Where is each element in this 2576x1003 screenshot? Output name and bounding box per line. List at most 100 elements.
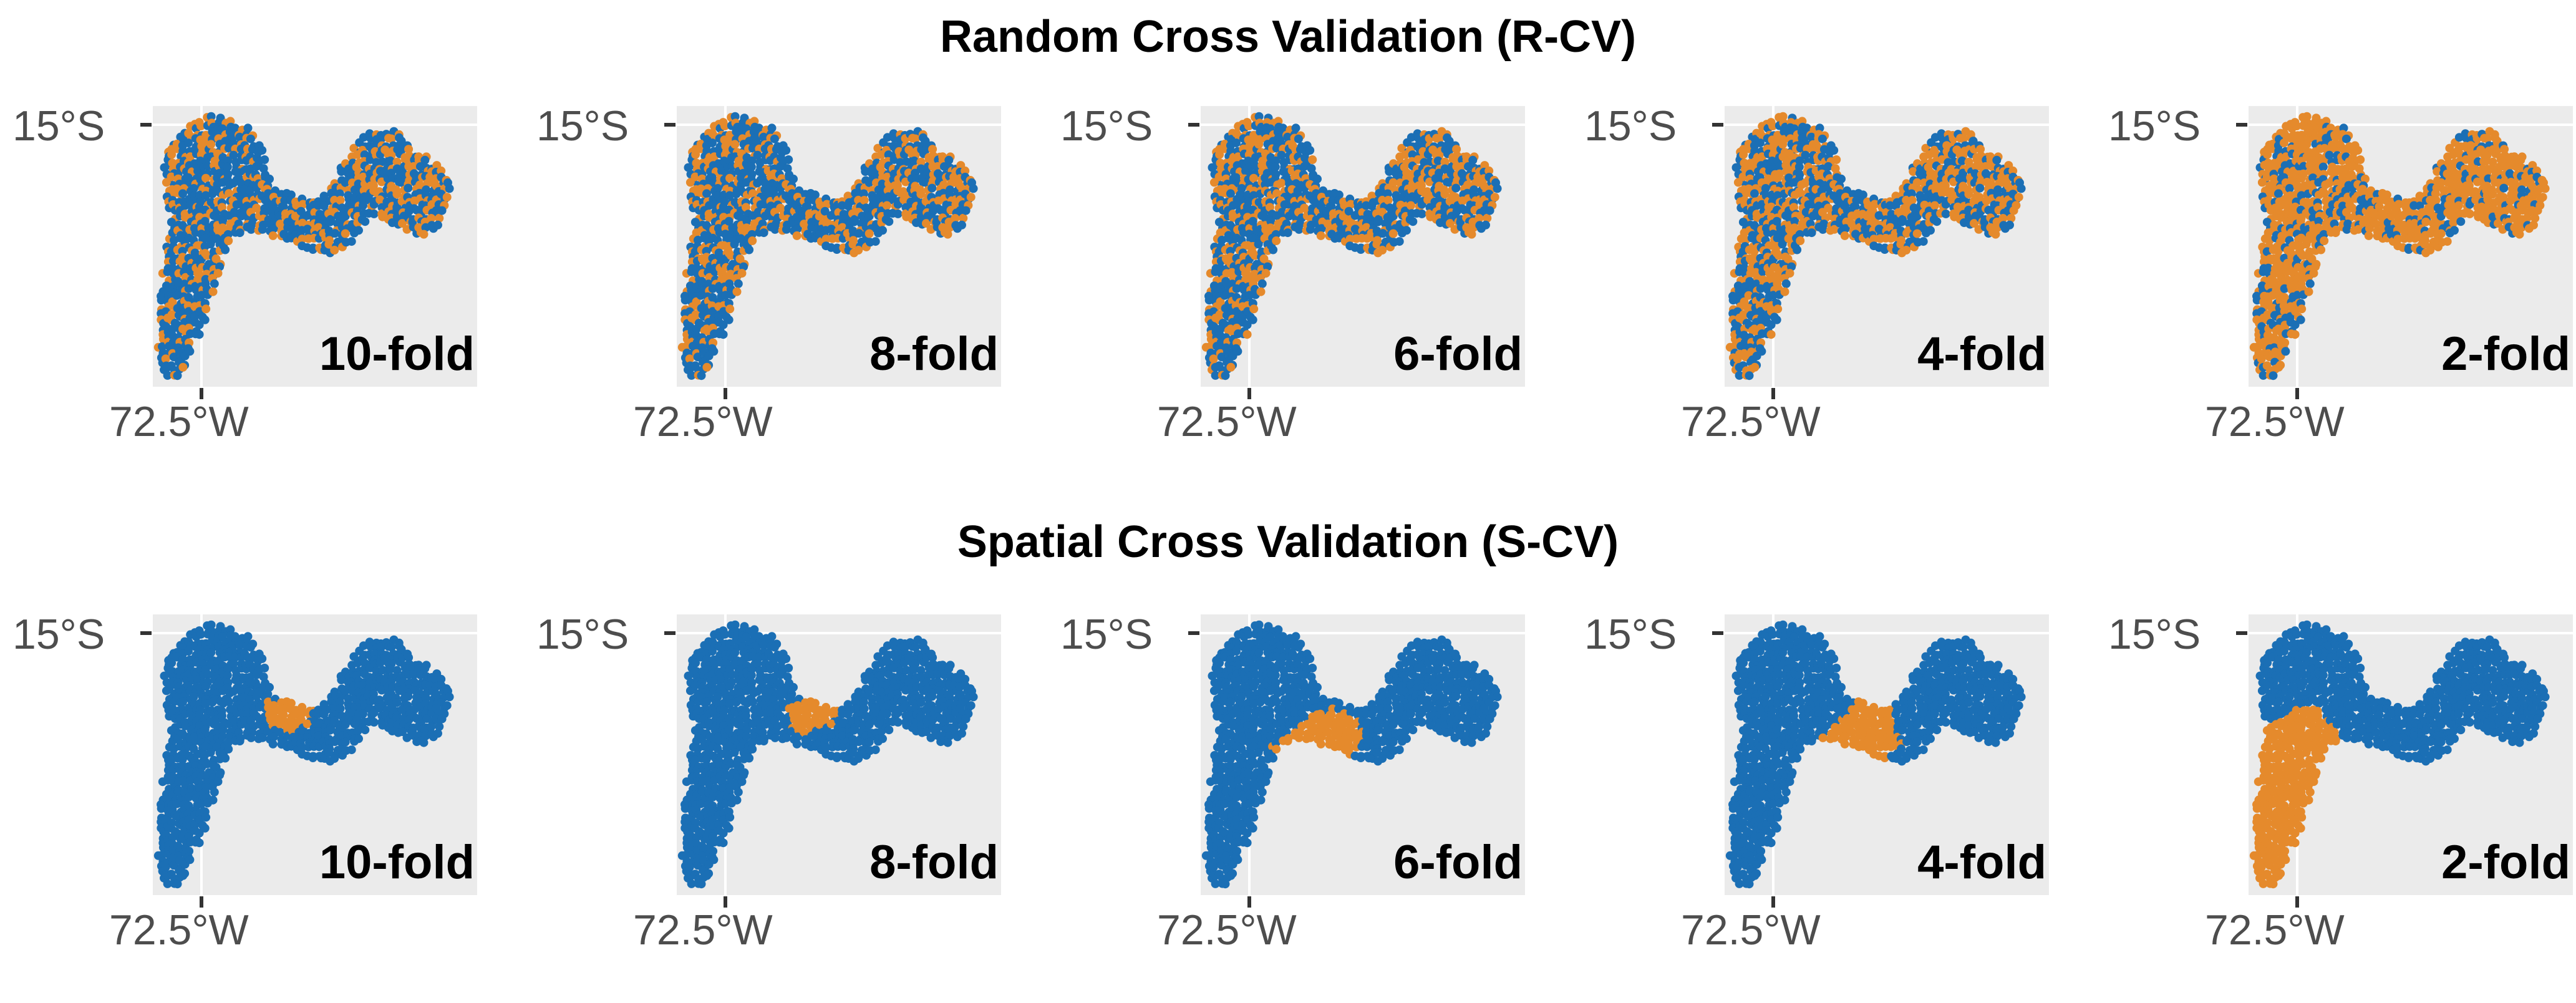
train-point	[1356, 245, 1365, 254]
train-point	[739, 262, 748, 271]
test-point	[201, 173, 210, 183]
train-point	[167, 681, 176, 690]
train-point	[724, 315, 734, 324]
test-point	[2444, 200, 2453, 210]
train-point	[1745, 371, 1754, 380]
train-point	[348, 200, 357, 210]
test-point	[404, 145, 414, 154]
train-point	[2297, 191, 2306, 200]
test-point	[899, 195, 909, 205]
train-point	[269, 224, 278, 233]
train-point	[709, 347, 719, 356]
map-plot-random-4-fold	[1725, 106, 2049, 387]
train-point	[776, 162, 785, 171]
fold-label: 6-fold	[1393, 327, 1523, 380]
test-point	[2375, 202, 2384, 211]
test-point	[427, 214, 436, 223]
test-point	[336, 196, 345, 205]
test-point	[225, 189, 233, 198]
test-point	[822, 200, 831, 209]
train-point	[1248, 315, 1257, 324]
test-point	[437, 166, 446, 175]
test-point	[292, 201, 301, 210]
train-point	[1433, 156, 1443, 165]
x-tick-label: 72.5°W	[1157, 398, 1297, 445]
train-point	[782, 146, 791, 155]
test-point	[2317, 245, 2326, 254]
test-point	[442, 193, 452, 202]
train-point	[158, 342, 167, 351]
test-point	[1773, 304, 1783, 314]
train-point	[2274, 189, 2283, 198]
test-point	[2313, 223, 2323, 233]
train-point	[1794, 162, 1804, 172]
x-tick-label: 72.5°W	[633, 398, 773, 445]
test-point	[1753, 213, 1761, 222]
test-point	[1789, 203, 1798, 212]
train-point	[1233, 200, 1242, 209]
test-point	[1921, 143, 1930, 153]
test-point	[1780, 287, 1789, 296]
test-point	[1244, 122, 1254, 130]
train-point	[724, 216, 734, 226]
train-point	[331, 229, 340, 238]
test-point	[1920, 200, 1929, 210]
train-point	[404, 183, 413, 193]
train-point	[1249, 233, 1258, 243]
test-point	[725, 173, 734, 183]
train-point	[1841, 224, 1850, 233]
map-plot-spatial-10-fold	[153, 614, 477, 895]
train-point	[909, 156, 919, 165]
train-point	[1271, 162, 1280, 172]
test-point	[1750, 362, 1760, 372]
test-point	[848, 240, 858, 249]
test-point	[2421, 217, 2431, 226]
test-point	[2505, 162, 2514, 171]
train-point	[172, 799, 182, 808]
test-point	[208, 287, 218, 296]
train-point	[1221, 304, 1230, 313]
train-point	[872, 200, 881, 210]
test-point	[298, 200, 307, 209]
test-point	[1266, 203, 1274, 212]
test-point	[349, 143, 359, 153]
train-point	[201, 233, 210, 243]
test-point	[1912, 178, 1922, 187]
train-point	[223, 156, 233, 165]
train-point	[184, 138, 193, 148]
train-point	[742, 216, 752, 226]
train-point	[725, 191, 734, 200]
test-point	[196, 122, 206, 130]
train-point	[1807, 132, 1816, 142]
test-point	[2488, 190, 2497, 199]
train-point	[2259, 371, 2268, 380]
test-point	[1484, 166, 1494, 175]
train-point	[2342, 225, 2351, 234]
train-point	[173, 812, 182, 821]
train-point	[335, 189, 344, 198]
test-point	[2361, 174, 2370, 183]
test-point	[2353, 146, 2363, 155]
train-point	[246, 134, 255, 143]
train-point	[1756, 138, 1765, 148]
train-point	[252, 162, 261, 171]
test-point	[1490, 193, 1499, 202]
train-point	[260, 155, 269, 164]
test-point	[864, 229, 874, 238]
map-panel-random-2-fold: 2-fold	[2249, 106, 2573, 387]
train-point	[1317, 224, 1326, 233]
train-point	[1907, 189, 1916, 198]
y-tick-label: 15°S	[1584, 102, 1677, 150]
test-point	[1847, 220, 1857, 229]
train-point	[1772, 315, 1781, 324]
train-point	[861, 167, 870, 176]
test-point	[213, 269, 223, 278]
train-point	[1912, 211, 1922, 221]
test-point	[1998, 214, 2008, 223]
train-point	[1248, 216, 1257, 226]
test-point	[685, 354, 694, 364]
train-point	[1266, 216, 1276, 226]
train-point	[793, 224, 802, 233]
train-point	[1773, 233, 1782, 243]
test-point	[1229, 213, 1237, 222]
